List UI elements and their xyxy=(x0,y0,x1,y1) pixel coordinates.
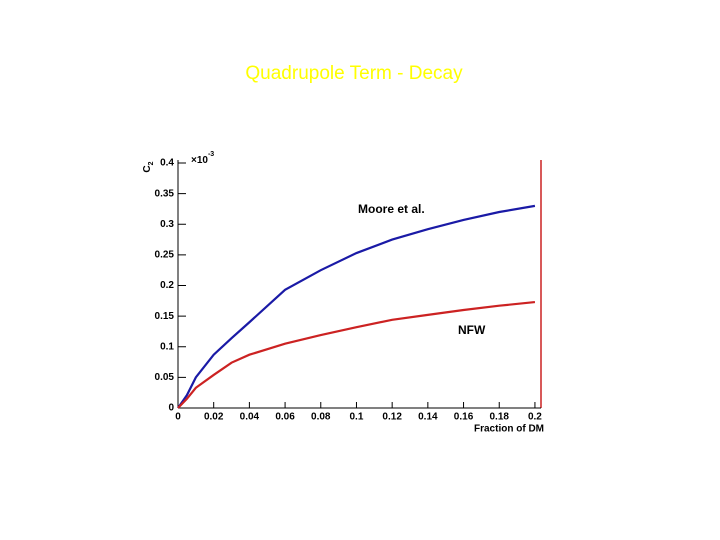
x-tick-label: 0.2 xyxy=(528,412,542,423)
y-label-main: C xyxy=(142,165,153,172)
x-tick-label: 0.14 xyxy=(418,412,438,423)
x-tick-label: 0.1 xyxy=(350,412,364,423)
y-tick-label: 0.35 xyxy=(155,188,175,199)
y-tick-label: 0.3 xyxy=(160,219,174,230)
y-axis-label-text: C2 xyxy=(142,161,155,172)
x-tick-label: 0.12 xyxy=(382,412,402,423)
line-series xyxy=(177,300,536,409)
y-label-sub: 2 xyxy=(148,161,155,165)
x-tick-label: 0.04 xyxy=(240,412,260,423)
y-tick-label: 0.15 xyxy=(155,311,175,322)
y-axis-label: C2 xyxy=(142,161,155,172)
series-label: Moore et al. xyxy=(358,202,425,216)
y-tick-label: 0.25 xyxy=(155,250,175,261)
y-multiplier: ×10-3 xyxy=(191,151,214,166)
x-axis-label: Fraction of DM xyxy=(474,424,544,435)
x-tick-label: 0 xyxy=(175,412,181,423)
y-multiplier-base: ×10 xyxy=(191,155,208,166)
chart-title: Quadrupole Term - Decay xyxy=(245,63,463,84)
x-tick-label: 0.08 xyxy=(311,412,331,423)
y-multiplier-exponent: -3 xyxy=(208,151,214,158)
y-tick-label: 0.2 xyxy=(160,280,174,291)
y-tick-label: 0.4 xyxy=(160,158,174,169)
y-tick-label: 0 xyxy=(168,403,174,414)
x-tick-label: 0.06 xyxy=(275,412,295,423)
y-tick-label: 0.1 xyxy=(160,341,174,352)
x-tick-label: 0.16 xyxy=(454,412,474,423)
line-series xyxy=(177,204,536,409)
x-tick-label: 0.18 xyxy=(490,412,510,423)
x-tick-label: 0.02 xyxy=(204,412,224,423)
series-label: NFW xyxy=(458,323,486,337)
y-tick-label: 0.05 xyxy=(155,372,175,383)
